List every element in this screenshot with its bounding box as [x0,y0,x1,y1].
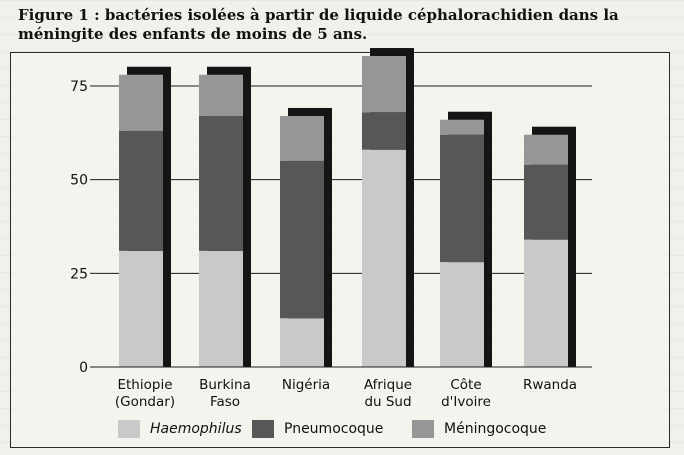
bar-segment-pneumocoque [280,160,324,319]
legend-swatch-pneumocoque [252,420,274,438]
bar-segment-meningocoque [440,119,484,135]
legend-label-haemophilus: Haemophilus [150,421,242,437]
bar-segment-pneumocoque [524,164,568,240]
bar-segment-haemophilus [440,262,484,367]
x-tick-label: Burkina [199,377,251,393]
x-tick-label: Ethiopie [117,377,172,393]
legend-item-meningocoque: Méningocoque [412,420,546,438]
figure-title: Figure 1 : bactéries isolées à partir de… [18,6,619,43]
bar-segment-pneumocoque [119,130,163,251]
bar-segment-pneumocoque [440,134,484,263]
bar-segment-haemophilus [524,239,568,367]
chart-legend: Haemophilus Pneumocoque Méningocoque [0,420,684,450]
x-tick-label: Nigéria [282,377,330,393]
legend-item-haemophilus: Haemophilus [118,420,242,438]
bar-segment-haemophilus [362,149,406,367]
bar-segment-haemophilus [280,318,324,367]
bar-segment-meningocoque [199,74,243,116]
legend-swatch-haemophilus [118,420,140,438]
x-tick-label: du Sud [364,394,411,410]
y-tick-label-75: 75 [70,79,88,95]
bar-segment-pneumocoque [199,115,243,251]
x-tick-label: Côte [450,377,481,393]
bar-segment-meningocoque [280,115,324,161]
x-tick-label: Rwanda [523,377,577,393]
x-tick-label: d'Ivoire [441,394,491,410]
legend-swatch-meningocoque [412,420,434,438]
x-tick-label: Faso [210,394,240,410]
legend-item-pneumocoque: Pneumocoque [252,420,383,438]
x-tick-label: (Gondar) [115,394,175,410]
bar-segment-meningocoque [119,74,163,131]
legend-label-pneumocoque: Pneumocoque [284,421,384,437]
x-tick-label: Afrique [364,377,412,393]
bar-segment-haemophilus [199,250,243,367]
y-tick-label-25: 25 [70,266,88,282]
bar-segment-pneumocoque [362,112,406,150]
y-tick-label-50: 50 [70,173,88,189]
y-tick-label-0: 0 [79,360,88,376]
legend-label-meningocoque: Méningocoque [444,421,547,437]
bar-segment-haemophilus [119,250,163,367]
bar-segment-meningocoque [524,134,568,165]
bar-segment-meningocoque [362,56,406,113]
